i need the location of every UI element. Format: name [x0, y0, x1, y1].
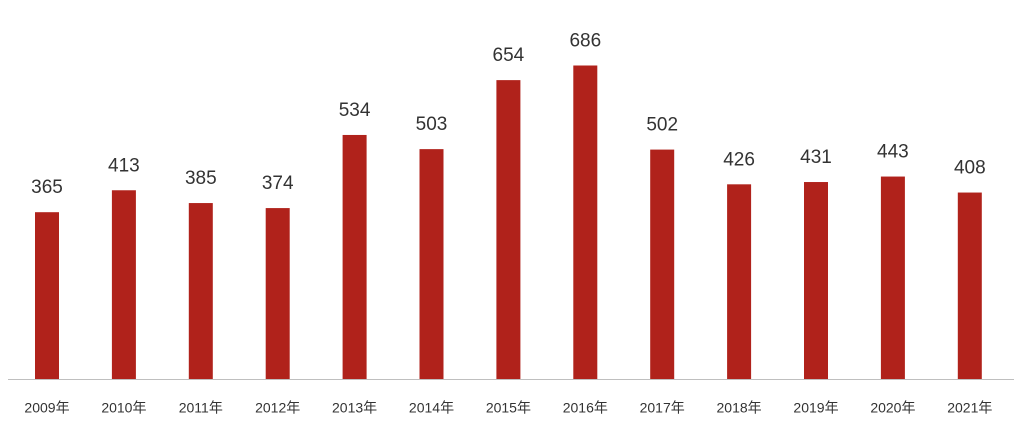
- x-tick-label: 2013年: [332, 400, 377, 416]
- x-tick-label: 2011年: [179, 400, 223, 416]
- x-tick-label: 2015年: [486, 400, 531, 416]
- x-tick-label: 2014年: [409, 400, 454, 416]
- bar: [650, 149, 675, 379]
- bar: [188, 203, 213, 379]
- value-label: 431: [800, 147, 832, 168]
- value-label: 426: [723, 149, 755, 170]
- bar: [804, 182, 828, 379]
- bar: [265, 208, 290, 379]
- value-label: 503: [416, 114, 448, 135]
- value-label: 374: [262, 173, 294, 194]
- value-label: 534: [339, 100, 371, 121]
- x-tick-label: 2018年: [717, 400, 762, 416]
- bar: [957, 192, 982, 379]
- value-label: 686: [569, 31, 601, 52]
- x-tick-label: 2009年: [24, 400, 69, 416]
- x-tick-label: 2021年: [947, 400, 992, 416]
- x-tick-label: 2017年: [640, 400, 685, 416]
- bar: [111, 190, 136, 379]
- value-label: 385: [185, 168, 217, 189]
- x-tick-label: 2012年: [255, 400, 300, 416]
- bar: [496, 80, 521, 379]
- x-tick-label: 2016年: [563, 400, 608, 416]
- value-label: 413: [108, 155, 140, 176]
- value-label: 365: [31, 177, 63, 198]
- bar: [573, 65, 598, 380]
- x-tick-label: 2010年: [101, 400, 146, 416]
- bar: [35, 212, 59, 379]
- value-label: 443: [877, 142, 909, 163]
- bar: [880, 176, 905, 379]
- bar: [342, 134, 367, 379]
- x-tick-label: 2020年: [870, 400, 915, 416]
- x-tick-label: 2019年: [793, 400, 838, 416]
- value-label: 408: [954, 158, 986, 179]
- value-label: 654: [493, 45, 525, 66]
- bar: [727, 184, 752, 379]
- bar: [419, 149, 444, 379]
- value-label: 502: [646, 115, 678, 136]
